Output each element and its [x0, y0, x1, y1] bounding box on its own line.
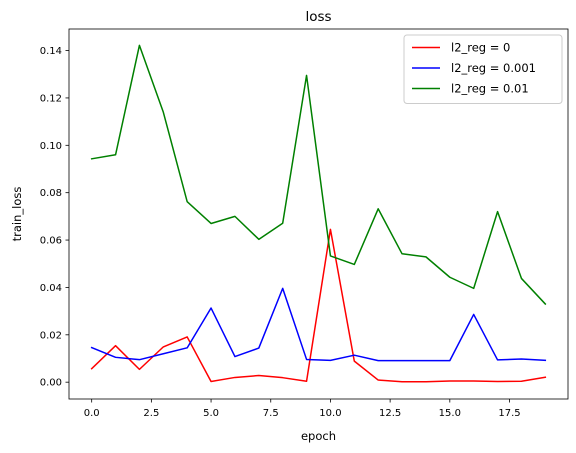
y-tick-label: 0.14 — [40, 46, 62, 57]
y-tick-label: 0.08 — [40, 188, 62, 199]
y-tick-label: 0.02 — [40, 330, 62, 341]
legend-box — [403, 34, 563, 104]
x-tick-label: 17.5 — [498, 408, 520, 419]
x-tick-label: 5.0 — [203, 408, 219, 419]
legend-label-1: l2_reg = 0.001 — [451, 61, 536, 75]
series-line-2 — [90, 44, 547, 306]
x-axis-ticks: 0.0 2.5 5.0 7.5 10.0 12.5 15.0 17.5 — [84, 399, 521, 419]
y-tick-label: 0.00 — [40, 378, 62, 389]
y-axis-label: train_loss — [10, 187, 24, 242]
y-tick-label: 0.10 — [40, 141, 62, 152]
x-tick-label: 10.0 — [319, 408, 341, 419]
legend-label-0: l2_reg = 0 — [451, 41, 510, 55]
chart-title: loss — [305, 9, 331, 25]
series-line-0 — [90, 228, 547, 383]
x-tick-label: 7.5 — [263, 408, 279, 419]
y-tick-label: 0.06 — [40, 236, 62, 247]
plot-frame — [68, 28, 569, 400]
legend-label-2: l2_reg = 0.01 — [451, 82, 529, 96]
x-tick-label: 15.0 — [439, 408, 461, 419]
series-line-1 — [90, 287, 547, 362]
x-axis-label: epoch — [301, 429, 336, 443]
x-tick-label: 2.5 — [143, 408, 159, 419]
series-layer — [90, 44, 547, 383]
y-tick-label: 0.12 — [40, 93, 62, 104]
y-axis-ticks: 0.00 0.02 0.04 0.06 0.08 0.10 0.12 0.14 — [40, 46, 69, 389]
x-tick-label: 12.5 — [379, 408, 401, 419]
x-tick-label: 0.0 — [84, 408, 100, 419]
legend: l2_reg = 0 l2_reg = 0.001 l2_reg = 0.01 — [403, 34, 563, 104]
y-tick-label: 0.04 — [40, 283, 62, 294]
